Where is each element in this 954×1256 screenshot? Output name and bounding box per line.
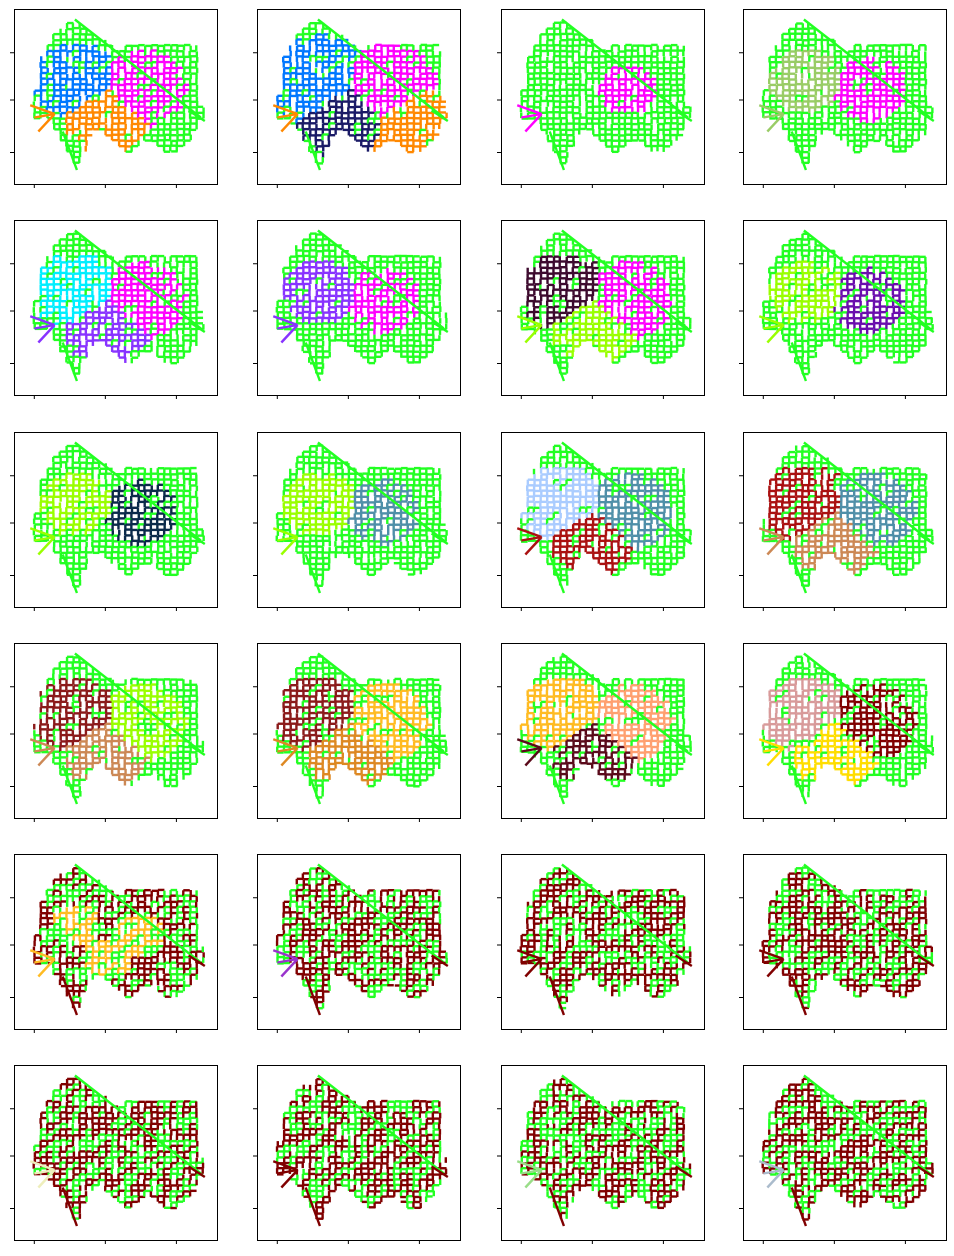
panel-2 (253, 9, 461, 188)
southern-spur (548, 131, 566, 171)
diagonal-avenue (74, 229, 202, 330)
diagonal-avenue (803, 18, 931, 119)
eastern-spur (674, 109, 693, 123)
eastern-spur (187, 109, 206, 123)
diagonal-avenue (74, 18, 202, 119)
panel-1 (10, 9, 218, 188)
spoke-road (29, 104, 56, 116)
panel-frame (743, 9, 947, 185)
spoke-road (521, 112, 542, 119)
panel-4 (739, 9, 947, 188)
spoke-road (280, 113, 299, 133)
panel-6 (253, 220, 461, 399)
eastern-spur (187, 320, 206, 334)
spoke-road (37, 324, 56, 344)
spoke-road (516, 104, 543, 116)
spoke-road (29, 315, 56, 327)
southern-spur (790, 131, 808, 171)
southern-spur (61, 131, 79, 171)
eastern-spur (916, 109, 935, 123)
spoke-road (766, 113, 785, 133)
panel-5 (10, 220, 218, 399)
panel-3 (497, 9, 705, 188)
diagonal-avenue (561, 18, 689, 119)
diagonal-avenue (317, 18, 445, 119)
spoke-road (37, 113, 56, 133)
spoke-road (34, 112, 55, 119)
spoke-road (34, 323, 55, 330)
eastern-spur (430, 109, 449, 123)
spoke-road (277, 112, 298, 119)
spoke-road (763, 112, 784, 119)
spoke-road (272, 104, 299, 116)
southern-spur (61, 342, 79, 382)
spoke-road (758, 104, 785, 116)
spoke-road (524, 113, 543, 133)
southern-spur (304, 131, 322, 171)
